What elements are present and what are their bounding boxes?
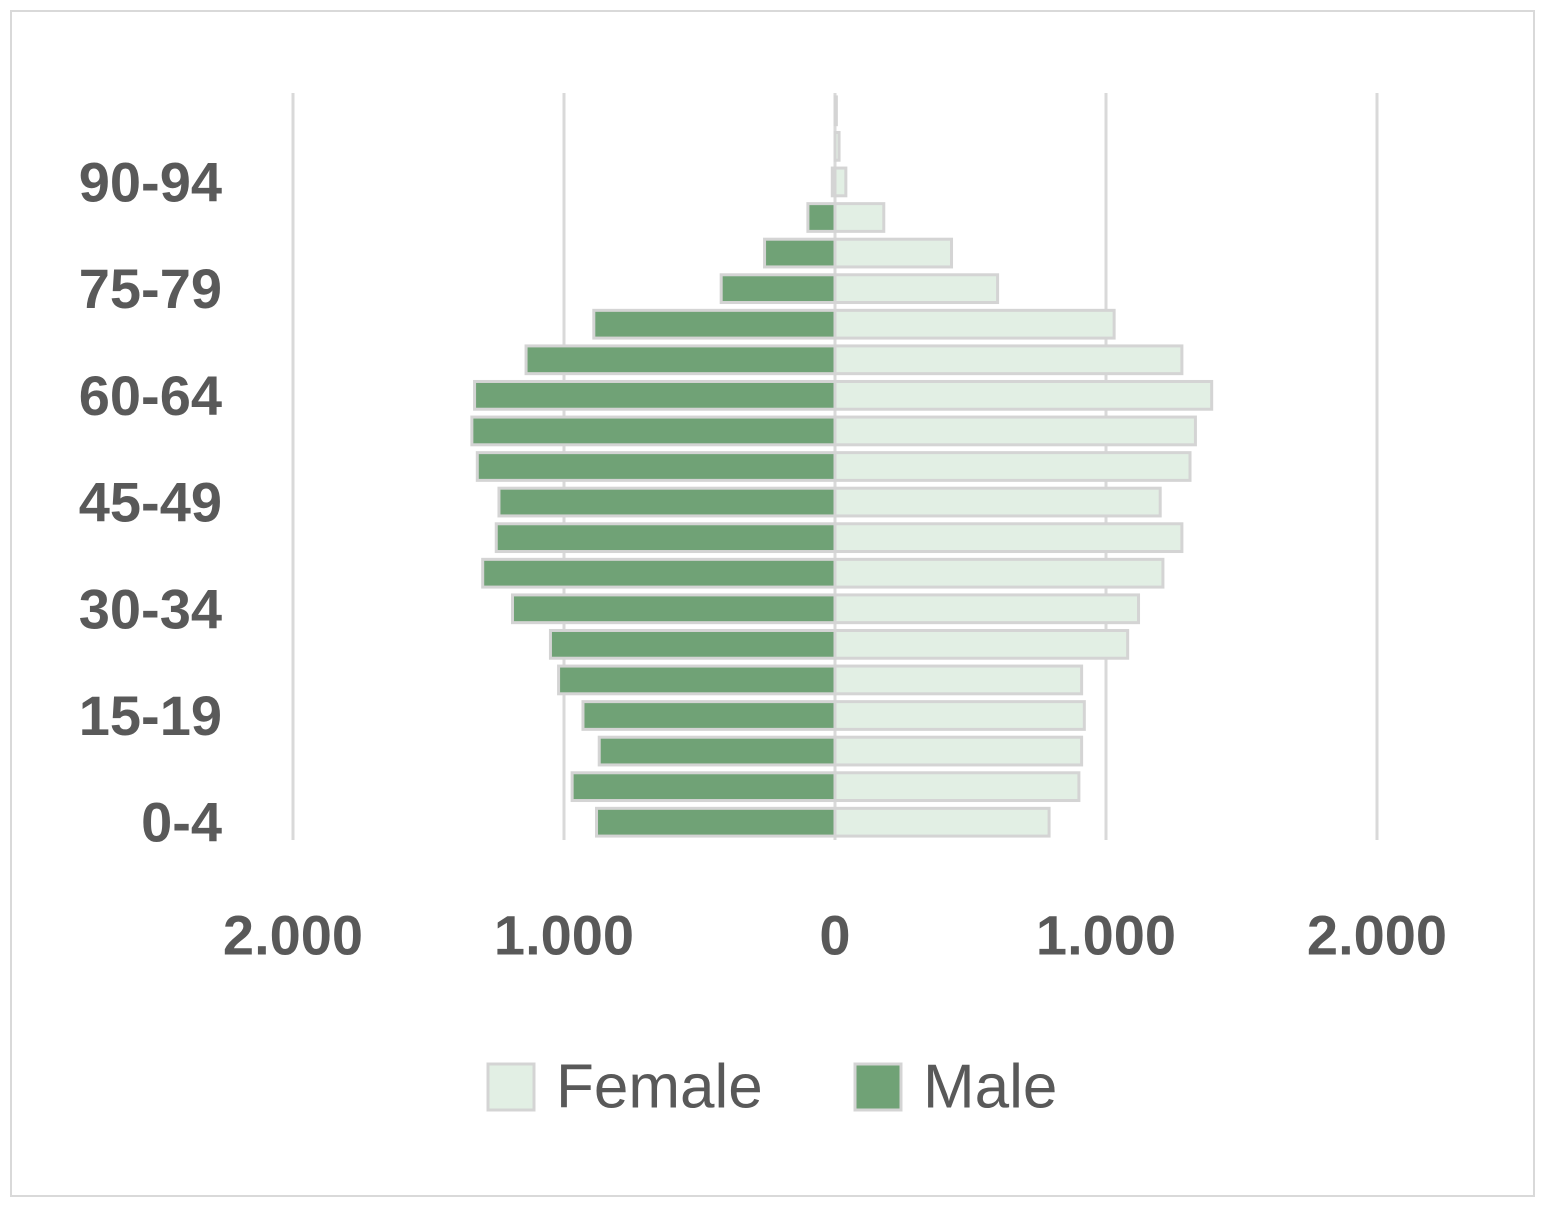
bar-female-15-19 xyxy=(833,700,1086,731)
bar-female-50-54 xyxy=(833,451,1192,482)
bar-female-80-84 xyxy=(833,237,954,269)
bar-female-95-99 xyxy=(833,130,841,162)
y-tick-label: 15-19 xyxy=(79,684,222,747)
x-axis-tick-labels: 2.000 1.000 0 1.000 2.000 xyxy=(223,904,1447,967)
bar-female-10-14 xyxy=(833,735,1084,767)
bar-female-60-64 xyxy=(833,379,1214,411)
x-tick-label: 2.000 xyxy=(1307,904,1447,967)
x-tick-label: 1.000 xyxy=(1036,904,1176,967)
bar-male-35-39 xyxy=(481,557,837,589)
x-tick-label: 2.000 xyxy=(223,904,363,967)
bar-female-90-94 xyxy=(833,166,848,198)
bar-male-45-49 xyxy=(497,486,837,518)
bar-male-90-94 xyxy=(830,166,837,198)
bar-male-0-4 xyxy=(595,806,837,838)
bar-male-40-44 xyxy=(494,522,837,554)
bar-female-85-89 xyxy=(833,202,886,233)
bar-male-65-69 xyxy=(524,344,837,376)
legend-swatch-male xyxy=(853,1062,903,1112)
bar-male-5-9 xyxy=(570,771,837,803)
bar-male-85-89 xyxy=(806,202,837,233)
bar-male-25-29 xyxy=(548,628,837,660)
bar-male-80-84 xyxy=(763,237,837,269)
bar-female-30-34 xyxy=(833,593,1141,625)
bar-female-20-24 xyxy=(833,664,1084,696)
y-tick-label: 90-94 xyxy=(79,150,222,213)
bar-female-25-29 xyxy=(833,628,1130,660)
y-axis-tick-labels: 0-4 15-19 30-34 45-49 60-64 75-79 90-94 xyxy=(79,150,222,853)
legend-label-female: Female xyxy=(556,1053,763,1122)
y-tick-label: 75-79 xyxy=(79,257,222,320)
y-tick-label: 45-49 xyxy=(79,471,222,534)
bar-female-35-39 xyxy=(833,557,1165,589)
bar-female-65-69 xyxy=(833,344,1184,376)
bar-male-50-54 xyxy=(475,451,837,482)
legend-swatch-female xyxy=(486,1062,536,1112)
legend: Female Male xyxy=(486,1053,1057,1122)
y-tick-label: 0-4 xyxy=(141,791,222,854)
bar-female-40-44 xyxy=(833,522,1184,554)
bar-female-55-59 xyxy=(833,415,1197,447)
bar-male-20-24 xyxy=(557,664,837,696)
x-tick-label: 0 xyxy=(819,904,850,967)
bars xyxy=(470,95,1214,838)
bar-male-75-79 xyxy=(719,273,837,305)
legend-label-male: Male xyxy=(923,1053,1057,1122)
bar-female-0-4 xyxy=(833,806,1051,838)
bar-male-30-34 xyxy=(511,593,837,625)
bar-male-60-64 xyxy=(473,379,837,411)
bar-female-5-9 xyxy=(833,771,1081,803)
bar-female-100+ xyxy=(833,95,838,127)
bar-male-10-14 xyxy=(597,735,837,767)
bar-male-55-59 xyxy=(470,415,837,447)
x-tick-label: 1.000 xyxy=(494,904,634,967)
y-tick-label: 30-34 xyxy=(79,577,222,640)
y-tick-label: 60-64 xyxy=(79,364,222,427)
bar-female-75-79 xyxy=(833,273,1000,305)
bar-female-70-74 xyxy=(833,308,1116,340)
bar-female-45-49 xyxy=(833,486,1162,518)
bar-male-15-19 xyxy=(581,700,837,731)
bar-male-70-74 xyxy=(592,308,837,340)
